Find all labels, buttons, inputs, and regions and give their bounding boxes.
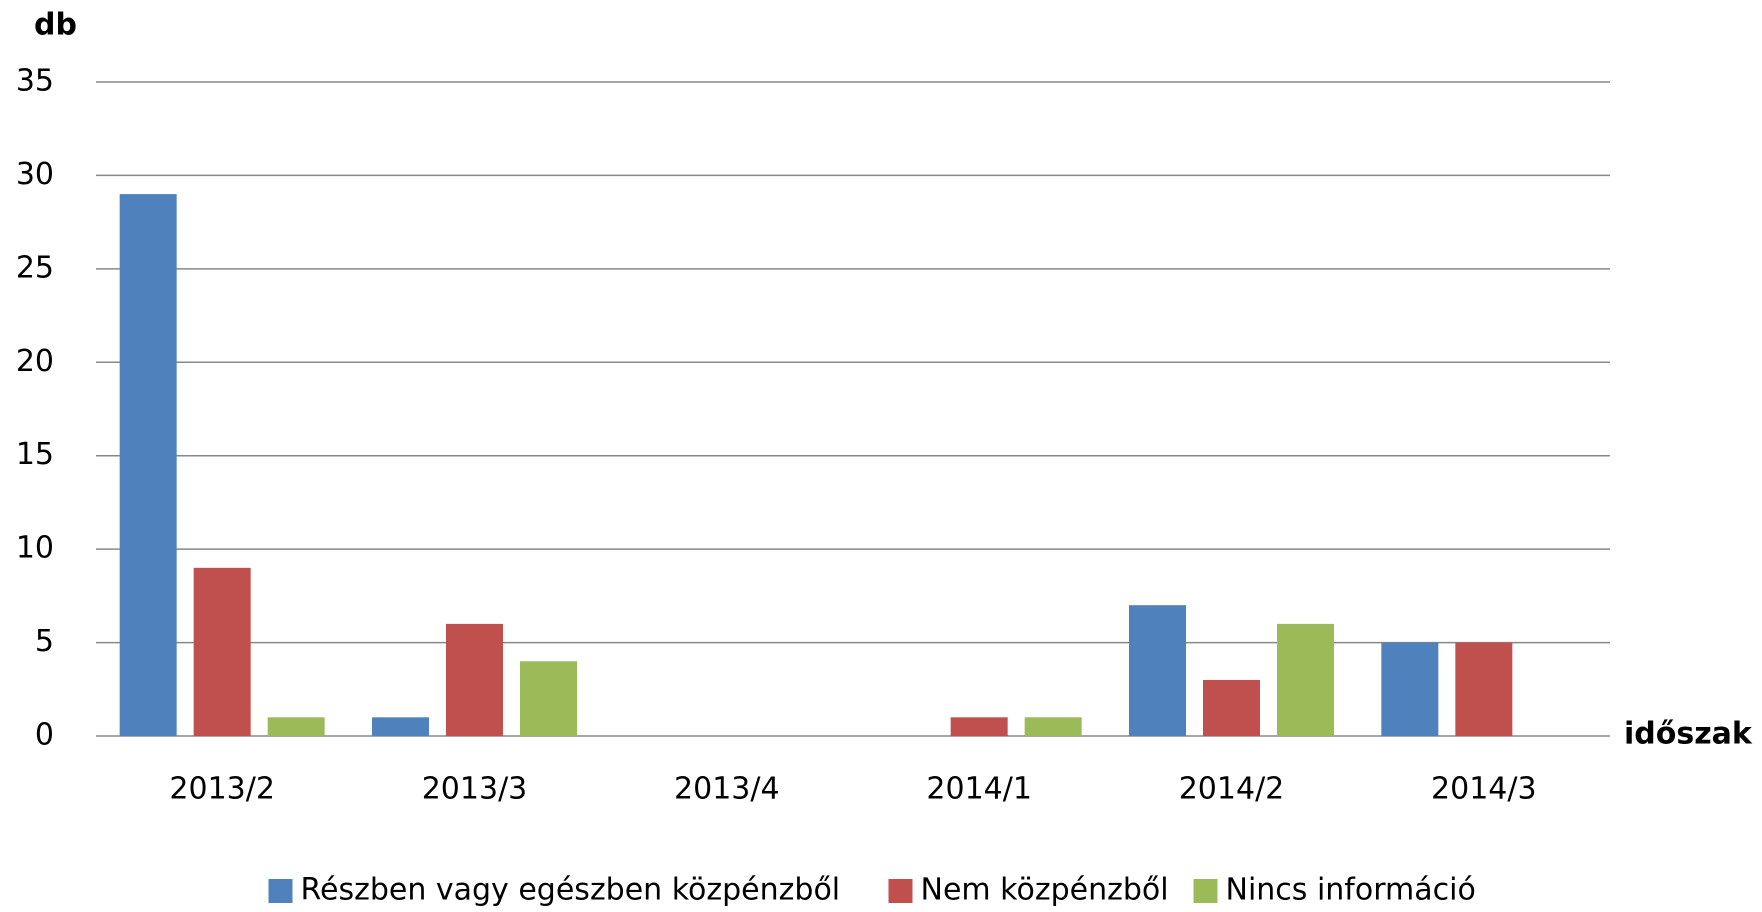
bar	[372, 717, 429, 736]
bar	[1277, 623, 1334, 736]
bar	[520, 661, 577, 736]
legend-swatch	[268, 879, 293, 903]
bar	[1129, 605, 1186, 736]
x-tick-label: 2013/4	[674, 772, 780, 807]
x-tick-label: 2014/2	[1179, 772, 1285, 807]
y-tick-label: 10	[16, 531, 54, 566]
x-axis-label: időszak	[1624, 717, 1753, 752]
x-tick-label: 2013/2	[169, 772, 275, 807]
bar	[119, 194, 177, 737]
bar	[446, 623, 503, 736]
bar	[1381, 642, 1439, 736]
legend-swatch	[1193, 879, 1218, 903]
x-tick-label: 2014/1	[926, 772, 1032, 807]
y-tick-label: 20	[16, 344, 54, 379]
bar	[1455, 642, 1513, 736]
y-tick-label: 30	[16, 157, 54, 192]
y-axis-label: db	[34, 8, 77, 43]
y-tick-label: 0	[35, 718, 54, 753]
bar	[1024, 717, 1082, 736]
bar	[193, 567, 251, 736]
legend-swatch	[888, 879, 913, 903]
y-tick-label: 25	[16, 250, 54, 285]
bar	[1203, 679, 1260, 736]
legend-label: Nem közpénzből	[921, 873, 1169, 908]
bar	[267, 717, 325, 736]
x-tick-label: 2013/3	[422, 772, 528, 807]
y-tick-label: 35	[16, 64, 54, 99]
y-tick-label: 5	[35, 624, 54, 659]
legend-label: Részben vagy egészben közpénzből	[301, 873, 841, 908]
bar	[950, 717, 1008, 736]
legend-label: Nincs információ	[1226, 873, 1476, 908]
x-tick-label: 2014/3	[1431, 772, 1537, 807]
y-tick-label: 15	[16, 437, 54, 472]
